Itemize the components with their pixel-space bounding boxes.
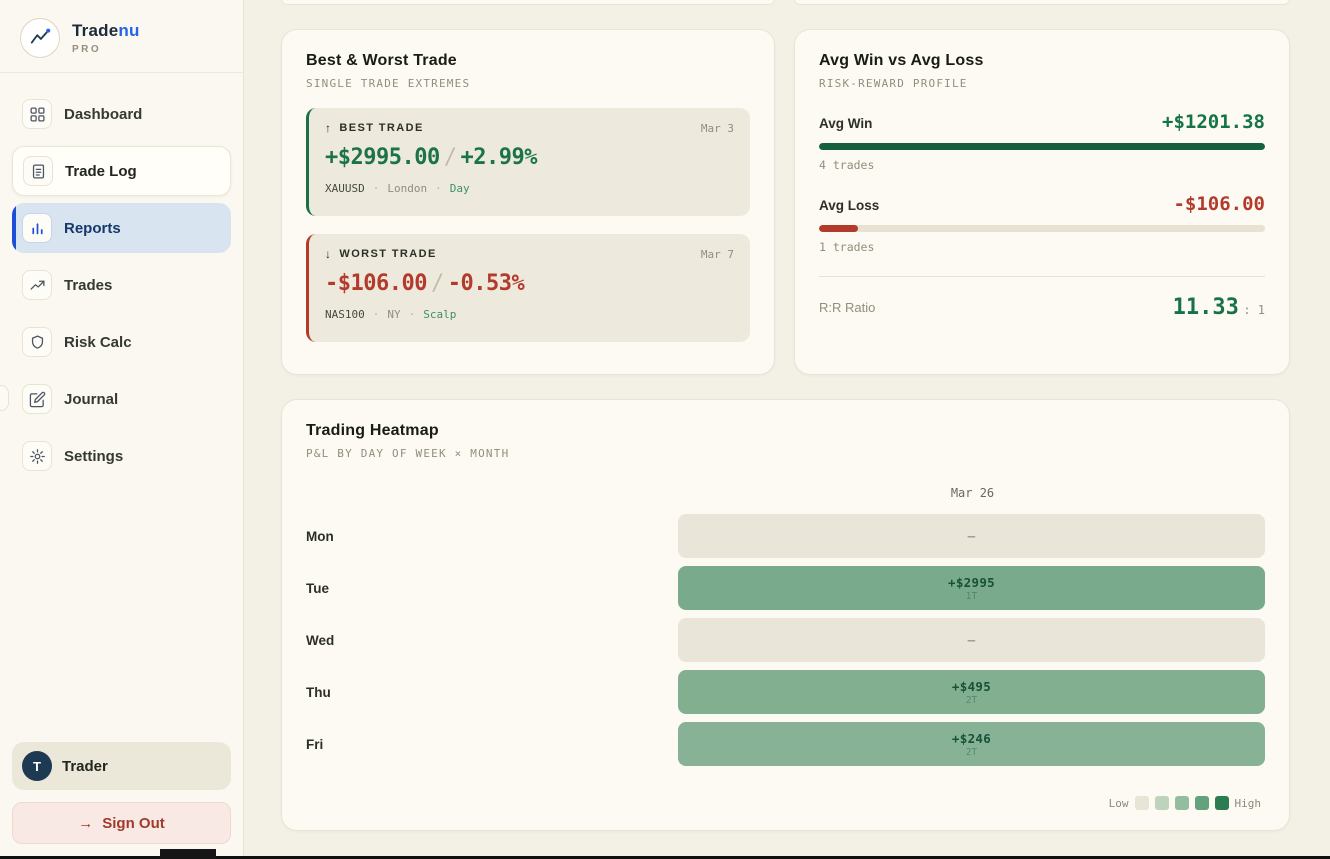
legend-high-label: High: [1234, 796, 1262, 810]
taskbar-fragment: [160, 849, 216, 859]
heatmap-day-label: Mon: [306, 528, 334, 544]
avg-win-trades: 4 trades: [819, 158, 875, 172]
sidebar-item-settings[interactable]: Settings: [12, 431, 231, 481]
avg-loss-trades: 1 trades: [819, 240, 875, 254]
brand: Tradenu PRO: [0, 0, 243, 73]
sidebar: Tradenu PRO Dashboard Trade Log: [0, 0, 244, 859]
sidebar-item-trade-log[interactable]: Trade Log: [12, 146, 231, 196]
sidebar-item-trades[interactable]: Trades: [12, 260, 231, 310]
card-title: Trading Heatmap: [306, 422, 439, 439]
avg-win-bar: [819, 143, 1265, 150]
heatmap-cell-wed[interactable]: –: [678, 618, 1265, 662]
sidebar-item-label: Reports: [64, 219, 121, 237]
value-separator: /: [443, 145, 457, 170]
user-card[interactable]: T Trader: [12, 742, 231, 790]
heatmap-row: Wed –: [306, 618, 1265, 662]
user-name: Trader: [62, 757, 108, 775]
best-worst-trade-card: Best & Worst Trade SINGLE TRADE EXTREMES…: [281, 29, 775, 375]
file-icon: [23, 156, 53, 186]
avg-win-value: +$1201.38: [1162, 111, 1265, 133]
avg-win-label: Avg Win: [819, 116, 873, 131]
heatmap-row: Mon –: [306, 514, 1265, 558]
legend-swatch-5: [1214, 796, 1229, 810]
card-title: Best & Worst Trade: [306, 52, 457, 69]
worst-trade-label: ↓ WORST TRADE: [325, 247, 437, 261]
heatmap-legend: Low High: [1109, 796, 1261, 810]
sidebar-item-label: Journal: [64, 390, 119, 408]
heatmap-cell-tue[interactable]: +$2995 1T: [678, 566, 1265, 610]
partial-card-above-left: [281, 0, 775, 5]
avatar: T: [22, 751, 52, 781]
legend-swatch-3: [1174, 796, 1189, 810]
sign-out-button[interactable]: → Sign Out: [12, 802, 231, 844]
card-subtitle: RISK-REWARD PROFILE: [819, 77, 968, 90]
sign-out-label: Sign Out: [102, 814, 165, 832]
best-trade-value: +$2995.00/+2.99%: [325, 145, 537, 170]
sidebar-item-journal[interactable]: Journal: [12, 374, 231, 424]
grid-icon: [22, 99, 52, 129]
avg-loss-bar: [819, 225, 1265, 232]
avg-loss-label: Avg Loss: [819, 198, 880, 213]
partial-card-above-right: [794, 0, 1290, 5]
legend-swatch-4: [1194, 796, 1209, 810]
brand-tier: PRO: [72, 44, 102, 55]
sidebar-item-reports[interactable]: Reports: [12, 203, 231, 253]
heatmap-column-header: Mar 26: [950, 486, 995, 500]
sidebar-item-label: Settings: [64, 447, 124, 465]
card-subtitle: P&L BY DAY OF WEEK × MONTH: [306, 447, 510, 460]
worst-trade-box: ↓ WORST TRADE Mar 7 -$106.00/-0.53% NAS10…: [306, 234, 750, 342]
edit-icon: [22, 384, 52, 414]
heatmap-day-label: Wed: [306, 632, 335, 648]
best-trade-label: ↑ BEST TRADE: [325, 121, 424, 135]
legend-swatch-2: [1154, 796, 1169, 810]
worst-trade-value: -$106.00/-0.53%: [325, 271, 525, 296]
legend-low-label: Low: [1108, 796, 1129, 810]
best-trade-box: ↑ BEST TRADE Mar 3 +$2995.00/+2.99% XAUUS…: [306, 108, 750, 216]
gear-icon: [22, 441, 52, 471]
heatmap-cell-thu[interactable]: +$495 2T: [678, 670, 1265, 714]
arrow-down-icon: ↓: [325, 247, 333, 261]
main-content: Best & Worst Trade SINGLE TRADE EXTREMES…: [244, 0, 1330, 859]
arrow-up-icon: ↑: [325, 121, 333, 135]
brand-name: Tradenu: [72, 21, 140, 40]
trading-heatmap-card: Trading Heatmap P&L BY DAY OF WEEK × MON…: [281, 399, 1290, 831]
heatmap-cell-mon[interactable]: –: [678, 514, 1265, 558]
sidebar-item-label: Trades: [64, 276, 113, 294]
avg-win-loss-card: Avg Win vs Avg Loss RISK-REWARD PROFILE …: [794, 29, 1290, 375]
trend-up-icon: [22, 270, 52, 300]
worst-trade-meta: NAS100 · NY · Scalp: [325, 308, 457, 321]
heatmap-day-label: Thu: [306, 684, 331, 700]
value-separator: /: [430, 271, 444, 296]
sidebar-item-dashboard[interactable]: Dashboard: [12, 89, 231, 139]
best-trade-date: Mar 3: [700, 121, 734, 135]
taskbar-edge: [0, 856, 1330, 859]
sidebar-item-risk-calc[interactable]: Risk Calc: [12, 317, 231, 367]
avg-win-bar-fill: [819, 143, 1265, 150]
heatmap-cell-fri[interactable]: +$246 2T: [678, 722, 1265, 766]
heatmap-row: Thu +$495 2T: [306, 670, 1265, 714]
divider: [819, 276, 1265, 277]
card-title: Avg Win vs Avg Loss: [819, 52, 984, 69]
shield-icon: [22, 327, 52, 357]
sidebar-item-label: Dashboard: [64, 105, 143, 123]
heatmap-day-label: Tue: [306, 580, 329, 596]
heatmap-day-label: Fri: [306, 736, 324, 752]
panel-collapse-handle[interactable]: [0, 385, 9, 411]
brand-logo-icon: [20, 18, 60, 58]
card-subtitle: SINGLE TRADE EXTREMES: [306, 77, 471, 90]
bar-chart-icon: [22, 213, 52, 243]
rr-ratio-value: 11.33 : 1: [1172, 295, 1265, 320]
legend-swatch-1: [1134, 796, 1149, 810]
sidebar-item-label: Trade Log: [65, 162, 137, 180]
best-trade-meta: XAUUSD · London · Day: [325, 182, 470, 195]
avg-loss-bar-fill: [819, 225, 859, 232]
sign-out-arrow-icon: →: [78, 814, 94, 832]
sidebar-item-label: Risk Calc: [64, 333, 132, 351]
worst-trade-date: Mar 7: [700, 247, 734, 261]
avg-loss-value: -$106.00: [1173, 193, 1265, 215]
sidebar-nav: Dashboard Trade Log Reports: [0, 73, 243, 481]
heatmap-row: Fri +$246 2T: [306, 722, 1265, 766]
heatmap-row: Tue +$2995 1T: [306, 566, 1265, 610]
rr-ratio-label: R:R Ratio: [819, 300, 876, 315]
